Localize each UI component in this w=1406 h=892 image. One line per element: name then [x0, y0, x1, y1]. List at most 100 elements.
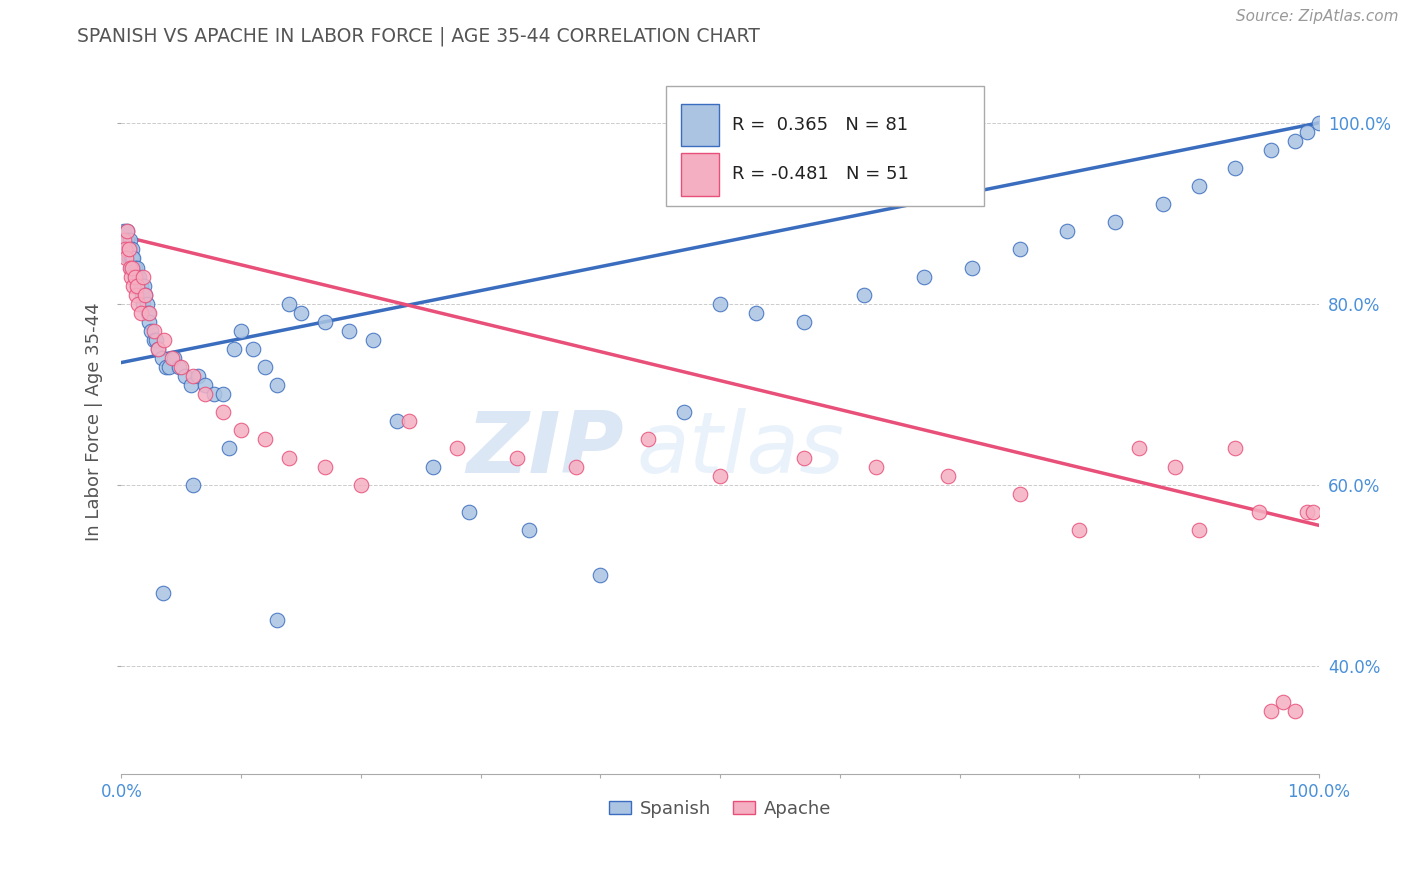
Point: [1152, 197, 1174, 211]
Point: [314, 315, 336, 329]
Point: [278, 296, 301, 310]
Point: [142, 333, 165, 347]
Point: [745, 306, 768, 320]
Point: [187, 369, 209, 384]
Point: [145, 333, 167, 347]
Point: [865, 459, 887, 474]
Point: [793, 450, 815, 465]
Point: [117, 252, 139, 266]
Point: [118, 260, 141, 275]
Point: [120, 252, 142, 266]
Point: [138, 315, 160, 329]
Point: [446, 442, 468, 456]
Point: [125, 269, 148, 284]
Point: [218, 442, 240, 456]
Point: [115, 243, 138, 257]
Point: [121, 260, 143, 275]
Point: [361, 333, 384, 347]
Point: [229, 423, 252, 437]
Point: [125, 278, 148, 293]
Point: [254, 433, 277, 447]
Point: [122, 252, 145, 266]
Text: R = -0.481   N = 51: R = -0.481 N = 51: [733, 165, 910, 184]
Point: [709, 296, 731, 310]
Point: [337, 324, 360, 338]
Point: [1128, 442, 1150, 456]
Point: [118, 234, 141, 248]
Point: [398, 414, 420, 428]
Point: [157, 359, 180, 374]
Point: [120, 269, 142, 284]
Point: [181, 477, 204, 491]
Point: [152, 586, 174, 600]
Point: [181, 369, 204, 384]
Point: [314, 459, 336, 474]
Point: [589, 568, 612, 582]
Point: [148, 342, 170, 356]
Point: [673, 405, 696, 419]
Point: [350, 477, 373, 491]
Point: [936, 468, 959, 483]
Point: [122, 260, 145, 275]
Point: [117, 243, 139, 257]
Point: [122, 278, 145, 293]
Point: [212, 405, 235, 419]
Point: [134, 287, 156, 301]
Point: [114, 243, 136, 257]
Point: [117, 243, 139, 257]
Point: [163, 351, 186, 365]
Point: [637, 433, 659, 447]
Point: [1296, 505, 1319, 519]
Point: [136, 306, 159, 320]
Point: [121, 252, 143, 266]
Point: [124, 269, 146, 284]
Point: [150, 351, 173, 365]
Point: [385, 414, 408, 428]
Point: [125, 269, 148, 284]
Point: [121, 243, 143, 257]
Point: [114, 234, 136, 248]
Point: [1223, 442, 1246, 456]
Point: [1284, 134, 1306, 148]
Point: [1188, 523, 1211, 537]
Text: SPANISH VS APACHE IN LABOR FORCE | AGE 35-44 CORRELATION CHART: SPANISH VS APACHE IN LABOR FORCE | AGE 3…: [77, 27, 761, 46]
Point: [1260, 143, 1282, 157]
Point: [457, 505, 479, 519]
Point: [222, 342, 245, 356]
Point: [132, 278, 155, 293]
Text: Source: ZipAtlas.com: Source: ZipAtlas.com: [1236, 9, 1399, 24]
Point: [129, 278, 152, 293]
Text: ZIP: ZIP: [467, 408, 624, 491]
Point: [1260, 704, 1282, 718]
FancyBboxPatch shape: [666, 87, 984, 206]
Point: [170, 359, 193, 374]
Point: [1069, 523, 1091, 537]
Point: [505, 450, 527, 465]
Point: [517, 523, 540, 537]
Point: [127, 278, 149, 293]
Point: [120, 260, 142, 275]
Point: [290, 306, 312, 320]
Point: [1284, 704, 1306, 718]
Point: [266, 378, 288, 392]
Point: [1188, 179, 1211, 194]
Point: [1008, 243, 1031, 257]
Point: [153, 333, 176, 347]
Point: [117, 224, 139, 238]
Point: [194, 387, 217, 401]
Point: [142, 324, 165, 338]
Text: R =  0.365   N = 81: R = 0.365 N = 81: [733, 116, 908, 134]
Point: [135, 296, 157, 310]
Point: [1164, 459, 1187, 474]
Point: [112, 234, 135, 248]
Point: [1308, 116, 1330, 130]
Point: [1249, 505, 1271, 519]
Point: [141, 324, 163, 338]
Point: [138, 306, 160, 320]
FancyBboxPatch shape: [681, 103, 718, 146]
Point: [1008, 486, 1031, 500]
Point: [1223, 161, 1246, 175]
FancyBboxPatch shape: [681, 153, 718, 195]
Point: [1056, 224, 1078, 238]
Point: [793, 315, 815, 329]
